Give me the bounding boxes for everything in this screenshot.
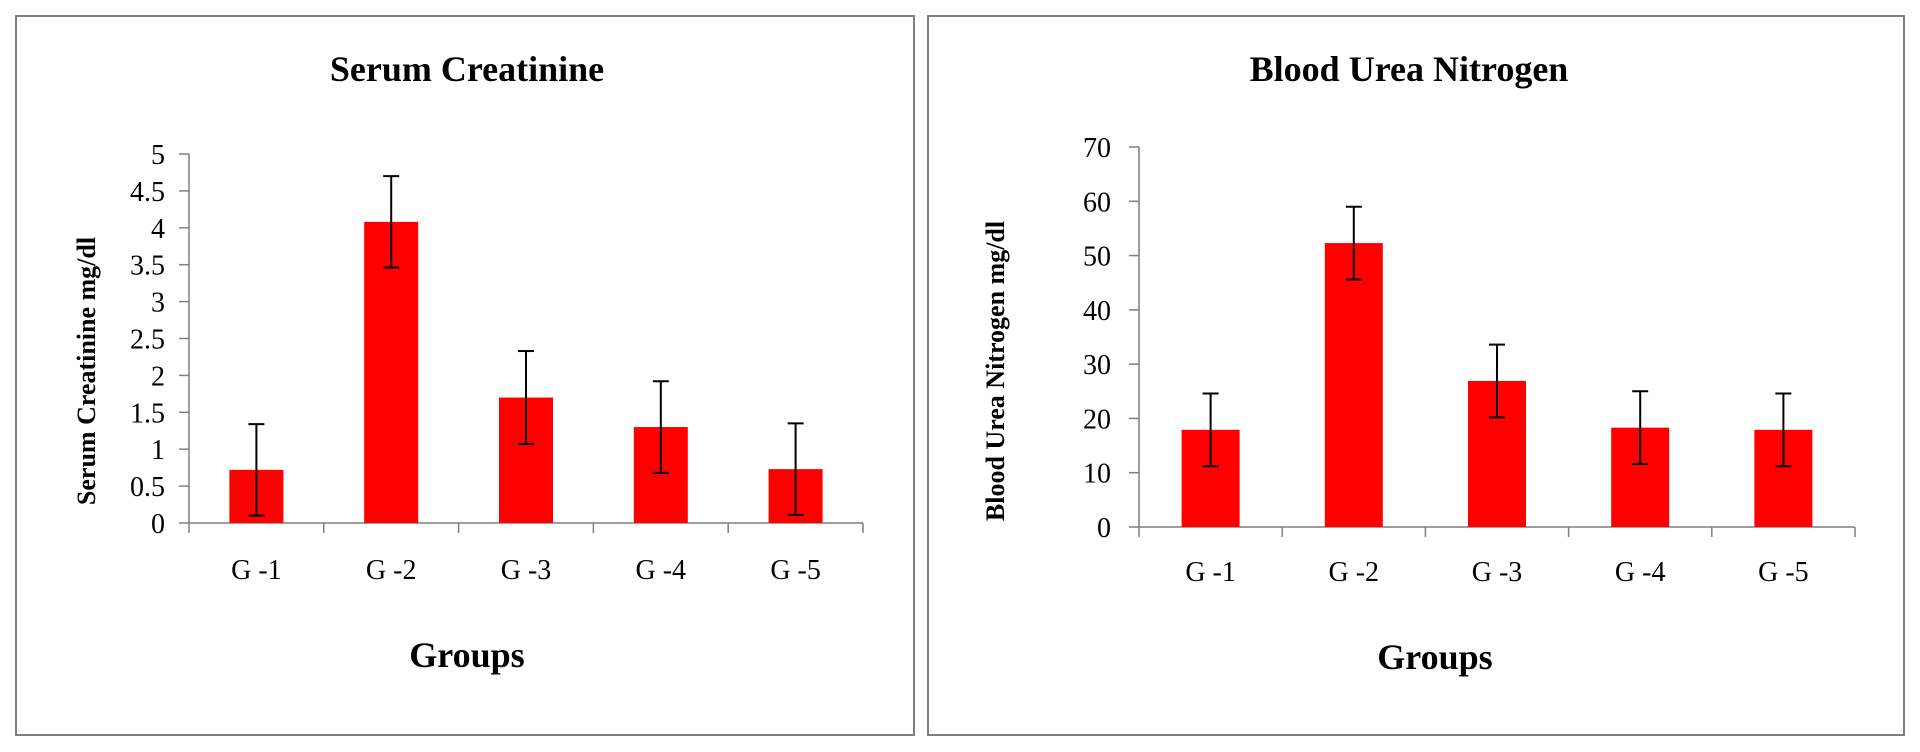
x-tick-label: G -5: [1758, 557, 1809, 588]
x-tick-label: G -2: [366, 555, 417, 586]
x-tick-label: G -1: [231, 555, 282, 586]
y-tick-label: 4.5: [130, 177, 165, 208]
y-tick-label: 1.5: [130, 398, 165, 429]
x-axis-title: Groups: [409, 635, 524, 675]
y-tick-label: 50: [1083, 242, 1111, 273]
y-tick-label: 4: [151, 214, 165, 245]
x-tick-label: G -3: [501, 555, 552, 586]
bar: [364, 221, 419, 523]
y-tick-label: 3.5: [130, 251, 165, 282]
y-tick-label: 3: [151, 288, 165, 319]
y-tick-label: 1: [151, 435, 165, 466]
y-axis-title: Serum Creatinine mg/dl: [72, 237, 101, 505]
x-axis-title: Groups: [1377, 637, 1492, 677]
x-tick-label: G -4: [636, 555, 687, 586]
y-tick-label: 2: [151, 361, 165, 392]
blood-urea-nitrogen-chart-panel: Blood Urea Nitrogen Groups Blood Urea Ni…: [927, 15, 1905, 736]
blood-urea-nitrogen-chart: Blood Urea Nitrogen Groups Blood Urea Ni…: [981, 49, 1856, 677]
x-tick-label: G -1: [1185, 557, 1236, 588]
y-tick-label: 10: [1083, 459, 1111, 490]
y-tick-label: 40: [1083, 296, 1111, 327]
y-tick-label: 70: [1083, 133, 1111, 164]
y-tick-label: 20: [1083, 404, 1111, 435]
chart-title: Blood Urea Nitrogen: [1250, 49, 1569, 89]
y-tick-label: 30: [1083, 350, 1111, 381]
y-tick-label: 0: [1097, 513, 1111, 544]
y-tick-label: 0: [151, 509, 165, 540]
x-tick-label: G -2: [1329, 557, 1380, 588]
y-axis-title: Blood Urea Nitrogen mg/dl: [981, 221, 1010, 521]
serum-creatinine-chart-panel: Serum Creatinine Groups Serum Creatinine…: [15, 15, 915, 736]
y-tick-label: 0.5: [130, 472, 165, 503]
x-tick-label: G -3: [1472, 557, 1523, 588]
serum-creatinine-chart: Serum Creatinine Groups Serum Creatinine…: [72, 49, 864, 675]
y-tick-label: 5: [151, 140, 165, 171]
chart-title: Serum Creatinine: [330, 49, 604, 89]
bar: [1324, 243, 1383, 528]
x-tick-label: G -5: [770, 555, 821, 586]
x-tick-label: G -4: [1615, 557, 1666, 588]
y-tick-label: 2.5: [130, 325, 165, 356]
y-tick-label: 60: [1083, 187, 1111, 218]
